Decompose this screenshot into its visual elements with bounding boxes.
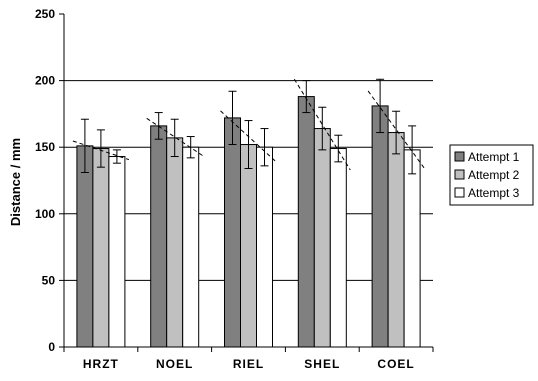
bar-attempt-3-hrzt <box>108 156 126 348</box>
y-tick-label: 150 <box>35 140 55 154</box>
y-tick-labels: 0 50 100 150 200 250 <box>35 7 55 354</box>
bar-attempt-3-shel <box>329 148 347 348</box>
bar-attempt-2-coel <box>387 132 405 348</box>
bar-attempt-1-riel <box>224 117 241 348</box>
x-tick-label: SHEL <box>304 357 340 371</box>
bar-attempt-1-noel <box>150 125 168 348</box>
bars <box>76 96 421 348</box>
legend-entry: Attempt 2 <box>468 168 520 182</box>
trendline <box>72 140 130 161</box>
trendline <box>293 78 351 171</box>
bar-attempt-1-hrzt <box>76 145 94 348</box>
x-tick-labels: HRZT NOEL RIEL SHEL COEL <box>83 357 414 371</box>
y-tick-label: 50 <box>42 273 56 287</box>
bar-attempt-1-coel <box>371 105 389 348</box>
bar-attempt-2-hrzt <box>92 148 110 348</box>
bar-attempt-3-riel <box>256 146 273 348</box>
bar-attempt-2-riel <box>240 144 257 348</box>
y-tick-label: 0 <box>48 340 55 354</box>
x-tick-label: NOEL <box>156 357 193 371</box>
trendline <box>146 117 203 157</box>
x-tick-label: RIEL <box>233 357 264 371</box>
x-tick-label: HRZT <box>83 357 119 371</box>
error-bars <box>80 78 417 175</box>
bar-attempt-3-noel <box>182 146 200 348</box>
axes <box>59 13 434 352</box>
bar-attempt-1-shel <box>297 96 315 348</box>
bar-attempt-2-shel <box>313 128 331 348</box>
legend: Attempt 1 Attempt 2 Attempt 3 <box>449 144 534 206</box>
y-tick-label: 250 <box>35 7 55 21</box>
trendlines <box>72 78 425 171</box>
y-tick-label: 100 <box>35 207 55 221</box>
x-tick-label: COEL <box>377 357 414 371</box>
y-tick-label: 200 <box>35 74 55 88</box>
legend-swatch <box>454 187 465 198</box>
y-axis-title: Distance / mm <box>8 138 23 226</box>
legend-swatch <box>454 151 465 162</box>
bar-attempt-3-coel <box>403 149 421 348</box>
legend-entry: Attempt 1 <box>468 150 520 164</box>
trendline <box>220 110 277 163</box>
trendline <box>367 90 425 169</box>
legend-entry: Attempt 3 <box>468 186 520 200</box>
bar-attempt-2-noel <box>166 137 184 348</box>
legend-swatch <box>454 169 465 180</box>
